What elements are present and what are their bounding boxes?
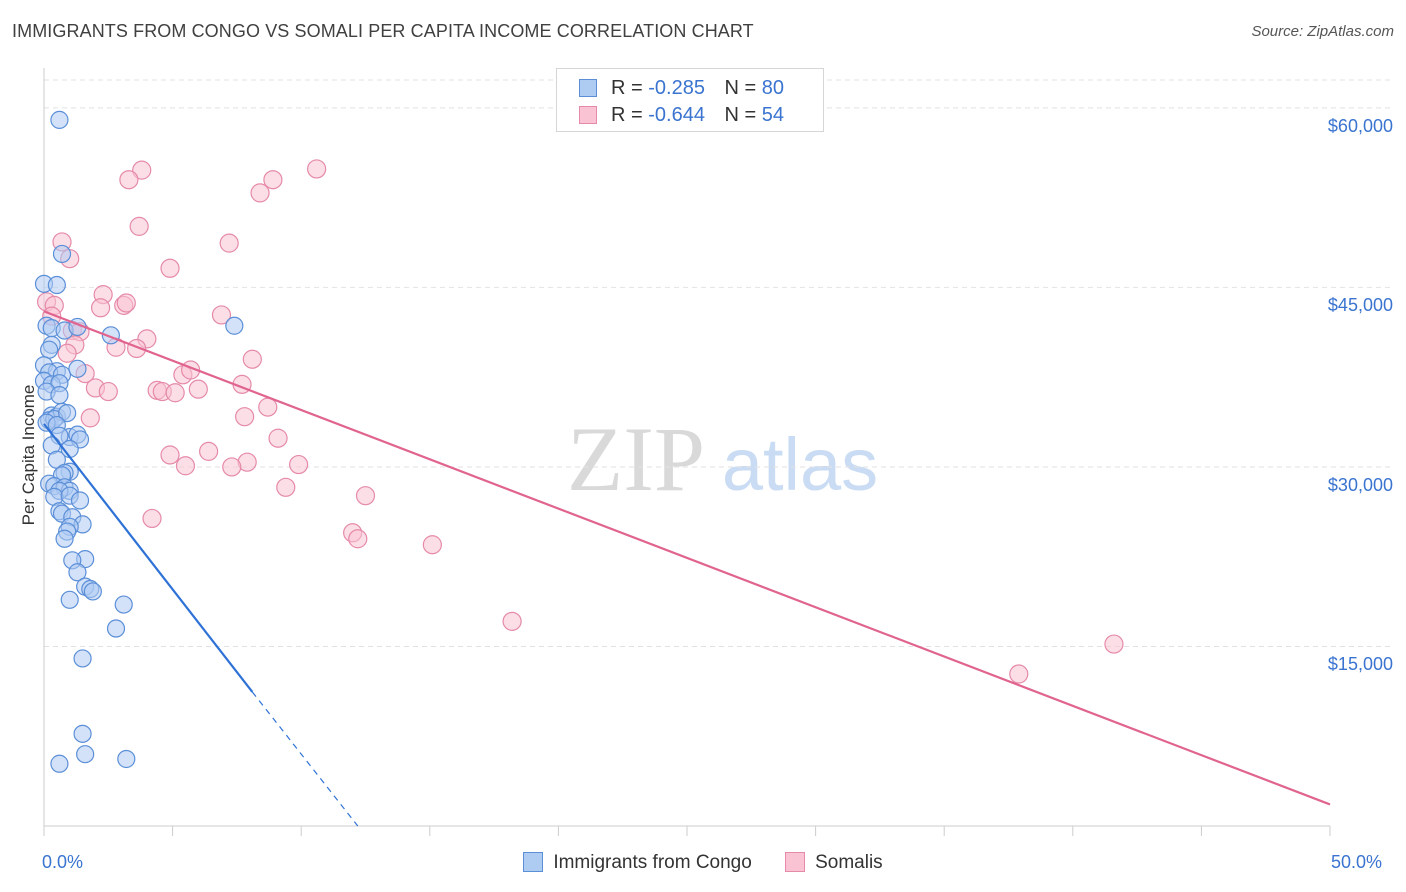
congo-point <box>68 359 87 378</box>
congo-point <box>52 244 72 264</box>
x-tick-label-max: 50.0% <box>1331 852 1383 872</box>
r-value: -0.285 <box>648 77 705 99</box>
somali-point <box>57 343 77 363</box>
congo-point <box>50 754 69 773</box>
legend-label-somalis: Somalis <box>815 852 883 873</box>
somali-point <box>235 407 255 427</box>
x-tick-label-min: 0.0% <box>42 852 84 872</box>
somali-point <box>116 293 136 313</box>
watermark-atlas: atlas <box>722 423 878 506</box>
somali-point <box>1104 634 1124 654</box>
y-tick-label: $45,000 <box>1327 295 1393 316</box>
congo-point <box>225 316 244 335</box>
y-tick-label: $60,000 <box>1327 115 1393 136</box>
y-tick-label: $30,000 <box>1327 474 1393 495</box>
somali-point <box>1009 664 1029 684</box>
legend-swatch-somalis <box>579 106 597 124</box>
congo-point <box>50 386 69 405</box>
somali-point <box>307 159 327 179</box>
congo-point <box>83 582 102 601</box>
congo-trend-line <box>43 423 254 693</box>
n-value: 80 <box>761 77 785 99</box>
somali-point <box>160 258 180 278</box>
somali-point <box>276 477 296 497</box>
congo-point <box>47 275 66 295</box>
legend-row-congo: R = -0.285 N = 80 <box>579 77 784 99</box>
congo-point <box>55 529 74 548</box>
somali-point <box>165 383 185 403</box>
watermark-zip: ZIP <box>567 408 705 510</box>
congo-point <box>117 749 136 769</box>
source-label: Source: ZipAtlas.com <box>1251 23 1394 40</box>
somali-point <box>263 170 283 190</box>
somali-point <box>211 305 232 325</box>
somali-point <box>199 441 219 461</box>
somali-point <box>188 379 208 399</box>
r-value: -0.644 <box>648 104 705 126</box>
somali-point <box>289 454 309 475</box>
legend-swatch-congo <box>523 852 544 872</box>
somali-point <box>355 486 376 506</box>
somali-point <box>90 298 111 318</box>
somali-point <box>242 349 262 369</box>
n-label: N = <box>724 77 757 99</box>
somali-point <box>142 508 162 529</box>
somali-point <box>222 457 242 477</box>
congo-point <box>73 649 92 668</box>
somali-point <box>250 183 270 203</box>
chart-title: IMMIGRANTS FROM CONGO VS SOMALI PER CAPI… <box>12 21 754 41</box>
congo-point <box>73 724 92 743</box>
congo-point <box>50 110 69 129</box>
series-legend: Immigrants from Congo Somalis <box>0 852 1406 874</box>
somali-point <box>80 408 100 428</box>
somali-point <box>119 170 139 190</box>
congo-point <box>106 619 126 638</box>
somali-point <box>348 529 368 549</box>
congo-point <box>58 403 77 423</box>
somali-point <box>219 233 239 253</box>
congo-point <box>60 590 79 609</box>
legend-swatch-somalis <box>785 852 806 872</box>
somali-point <box>422 535 442 555</box>
correlation-legend: R = -0.285 N = 80 R = -0.644 N = 54 <box>556 68 824 132</box>
legend-item-somalis: Somalis <box>785 852 883 874</box>
somali-point <box>502 611 522 631</box>
congo-point <box>76 745 95 764</box>
somali-point <box>175 456 196 476</box>
congo-trend-extension <box>251 691 359 827</box>
congo-point <box>70 491 90 510</box>
r-label: R = <box>611 77 643 99</box>
legend-label-congo: Immigrants from Congo <box>553 852 752 873</box>
n-label: N = <box>724 104 757 126</box>
somali-trend-line <box>43 310 1331 806</box>
somali-point <box>132 160 152 180</box>
somali-point <box>160 445 180 465</box>
somali-point <box>258 397 278 417</box>
r-label: R = <box>611 104 643 126</box>
y-tick-label: $15,000 <box>1327 654 1393 675</box>
somali-point <box>98 381 118 402</box>
congo-point <box>114 595 133 614</box>
congo-point <box>40 340 59 359</box>
congo-point <box>68 563 87 582</box>
n-value: 54 <box>761 104 785 126</box>
legend-swatch-congo <box>579 79 597 97</box>
somali-point <box>268 428 288 448</box>
legend-row-somalis: R = -0.644 N = 54 <box>579 104 784 126</box>
legend-item-congo: Immigrants from Congo <box>523 852 752 874</box>
somali-point <box>129 216 149 236</box>
